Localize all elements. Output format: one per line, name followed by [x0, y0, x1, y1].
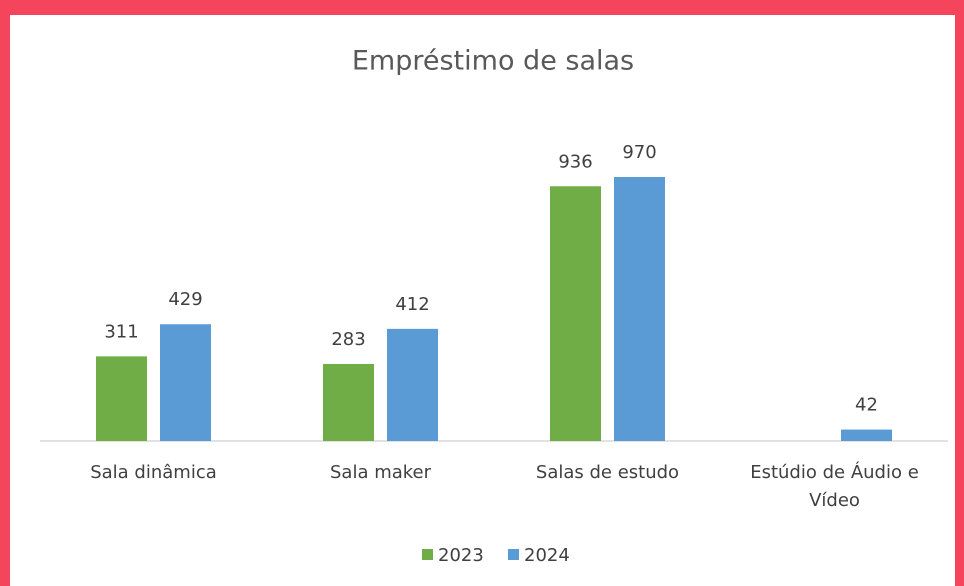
x-tick-label: Estúdio de Áudio e Vídeo	[750, 462, 919, 511]
bar	[96, 356, 147, 441]
data-label: 283	[331, 329, 365, 350]
data-label: 311	[104, 321, 138, 342]
legend-label: 2024	[524, 545, 570, 566]
x-tick-label: Sala dinâmica	[90, 462, 217, 483]
bar	[160, 324, 211, 441]
chart-area	[10, 15, 955, 586]
data-label: 42	[855, 395, 878, 416]
bar	[550, 186, 601, 441]
x-tick-label: Salas de estudo	[535, 462, 680, 483]
data-label: 936	[558, 151, 592, 172]
data-label: 412	[395, 294, 429, 315]
bar	[614, 177, 665, 441]
legend-swatch	[422, 549, 433, 560]
bar	[323, 363, 374, 441]
chart-title: Empréstimo de salas	[352, 46, 634, 77]
data-label: 429	[168, 289, 202, 310]
legend-label: 2023	[438, 545, 484, 566]
bar	[387, 328, 438, 441]
data-label: 970	[622, 142, 656, 163]
x-tick-label: Sala maker	[329, 462, 432, 483]
bar	[841, 429, 892, 441]
legend-swatch	[508, 549, 519, 560]
